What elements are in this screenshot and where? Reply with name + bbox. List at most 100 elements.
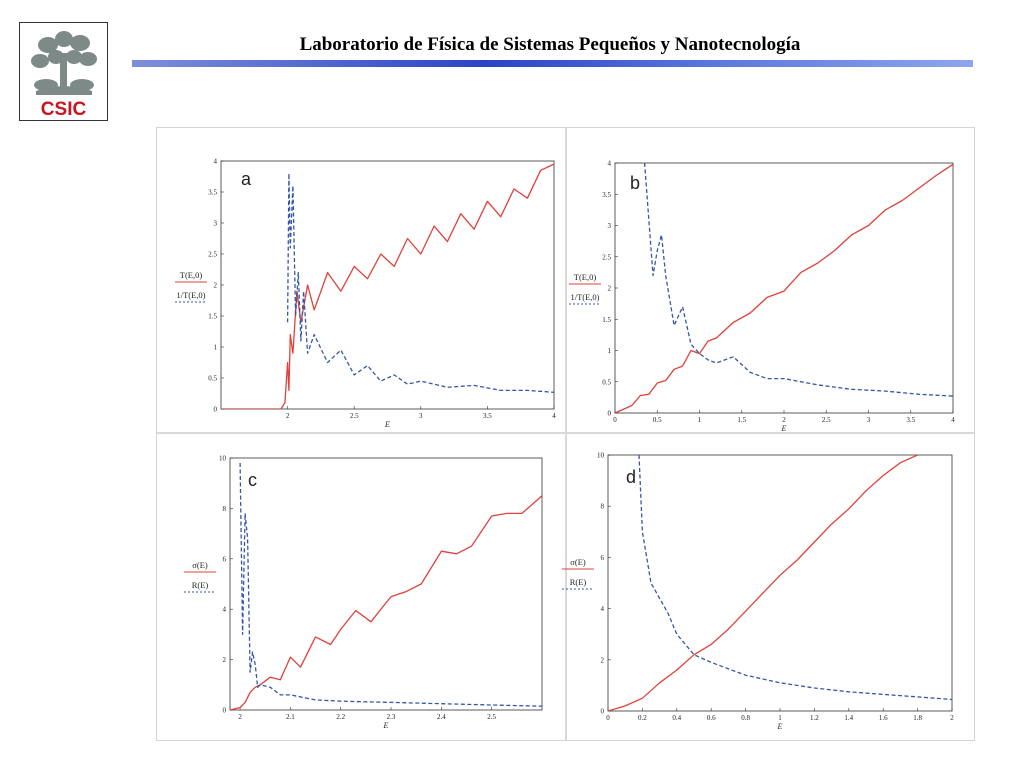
x-tick-label: 0.6 [707,714,716,722]
legend-entry: σ(E) [192,560,208,570]
x-tick-label: 3.5 [906,416,915,424]
x-tick-label: 0 [613,416,617,424]
series-line-dashed [239,462,542,707]
x-tick-label: 2 [950,714,954,722]
panel-divider-vertical [565,128,567,740]
csic-logo: CSIC [19,22,108,121]
x-tick-label: 2 [238,713,242,721]
legend-entry: R(E) [570,577,587,587]
y-tick-label: 6 [223,555,227,563]
x-tick-label: 1.8 [913,714,922,722]
x-tick-label: 2 [782,416,786,424]
panel-c: 2 2.1 2.2 2.3 2.4 2.5 0 2 4 6 8 10 Ec σ(E) R(E) [184,455,543,730]
y-tick-label: 0.5 [208,375,217,383]
y-tick-label: 0 [608,410,612,418]
y-tick-label: 1.5 [602,316,611,324]
x-axis-label: E [384,420,390,429]
panel-a: 2 2.5 3 3.5 4 0 0.5 1 1.5 2 2.5 3 3.5 4 Ea T(E,0) 1/T(E,… [175,158,556,429]
legend: σ(E) R(E) [562,557,594,590]
series-line-solid [230,495,542,710]
y-tick-label: 4 [214,158,218,166]
x-axis-label: E [781,424,787,433]
y-tick-label: 3.5 [208,189,217,197]
series-line-dashed [643,163,953,397]
legend-entry: σ(E) [570,557,586,567]
y-tick-label: 1 [608,347,612,355]
y-tick-label: 4 [601,605,605,613]
series-line-dashed [638,455,952,701]
x-axis-label: E [383,721,389,730]
y-tick-label: 0.5 [602,378,611,386]
y-tick-label: 10 [597,452,605,460]
y-tick-label: 2 [608,285,612,293]
panel-label: c [248,470,257,490]
panel-d: 0 0.2 0.4 0.6 0.8 1 1.2 1.4 1.6 1.8 2 0 2 4 6 8 10 Ed σ(E)… [562,452,954,731]
y-tick-label: 3 [608,222,612,230]
y-tick-label: 4 [223,606,227,614]
y-tick-label: 1 [214,344,218,352]
legend-entry: 1/T(E,0) [176,290,205,300]
x-tick-label: 1.6 [879,714,888,722]
x-tick-label: 2.3 [387,713,396,721]
panel-label: b [630,173,640,193]
y-tick-label: 2.5 [602,253,611,261]
x-tick-label: 2.4 [437,713,446,721]
x-tick-label: 3.5 [483,412,492,420]
x-tick-label: 2 [286,412,290,420]
y-tick-label: 0 [223,707,227,715]
x-tick-label: 0.4 [672,714,681,722]
x-axis-label: E [777,722,783,731]
y-tick-label: 2 [214,282,218,290]
panel-label: d [626,467,636,487]
plot-frame [607,454,953,712]
legend: T(E,0) 1/T(E,0) [569,272,601,305]
plot-frame [220,160,555,410]
legend-entry: T(E,0) [180,270,203,280]
x-tick-label: 2.5 [487,713,496,721]
x-tick-label: 0 [606,714,610,722]
x-tick-label: 1.4 [844,714,853,722]
x-tick-label: 2.5 [350,412,359,420]
y-tick-label: 0 [601,708,605,716]
x-tick-label: 3 [419,412,423,420]
x-tick-label: 2.2 [336,713,345,721]
x-tick-label: 1 [698,416,702,424]
series-line-solid [615,163,953,413]
x-tick-label: 0.8 [741,714,750,722]
y-tick-label: 8 [223,505,227,513]
series-line-dashed [286,172,554,393]
y-tick-label: 4 [608,160,612,168]
y-tick-label: 2 [223,656,227,664]
title-rule [132,60,973,67]
series-line-solid [221,163,554,409]
x-tick-label: 4 [951,416,955,424]
figure-panels: 2 2.5 3 3.5 4 0 0.5 1 1.5 2 2.5 3 3.5 4 Ea T(E,0) 1/T(E,… [175,158,955,731]
legend: σ(E) R(E) [184,560,216,593]
legend-entry: T(E,0) [574,272,597,282]
series-line-solid [608,455,918,711]
y-tick-label: 2 [601,656,605,664]
legend-entry: R(E) [192,580,209,590]
x-tick-label: 1.2 [810,714,819,722]
y-tick-label: 3 [214,220,218,228]
plot-frame [229,457,543,711]
y-tick-label: 3.5 [602,191,611,199]
x-tick-label: 2.1 [286,713,295,721]
panel-b: 0 0.5 1 1.5 2 2.5 3 3.5 4 0 0.5 1 1.5 2 2.5 3 3.5 4 Eb T(E,… [569,160,955,433]
legend: T(E,0) 1/T(E,0) [175,270,207,303]
tree-icon [31,31,97,95]
panel-label: a [241,169,252,189]
x-tick-label: 0.5 [653,416,662,424]
y-tick-label: 1.5 [208,313,217,321]
y-tick-label: 0 [214,406,218,414]
x-tick-label: 2.5 [822,416,831,424]
legend-entry: 1/T(E,0) [570,292,599,302]
y-tick-label: 8 [601,503,605,511]
panel-divider-horizontal [157,432,974,434]
x-tick-label: 1.5 [737,416,746,424]
y-tick-label: 10 [219,455,227,463]
x-tick-label: 1 [778,714,782,722]
x-tick-label: 0.2 [638,714,647,722]
x-tick-label: 3 [867,416,871,424]
